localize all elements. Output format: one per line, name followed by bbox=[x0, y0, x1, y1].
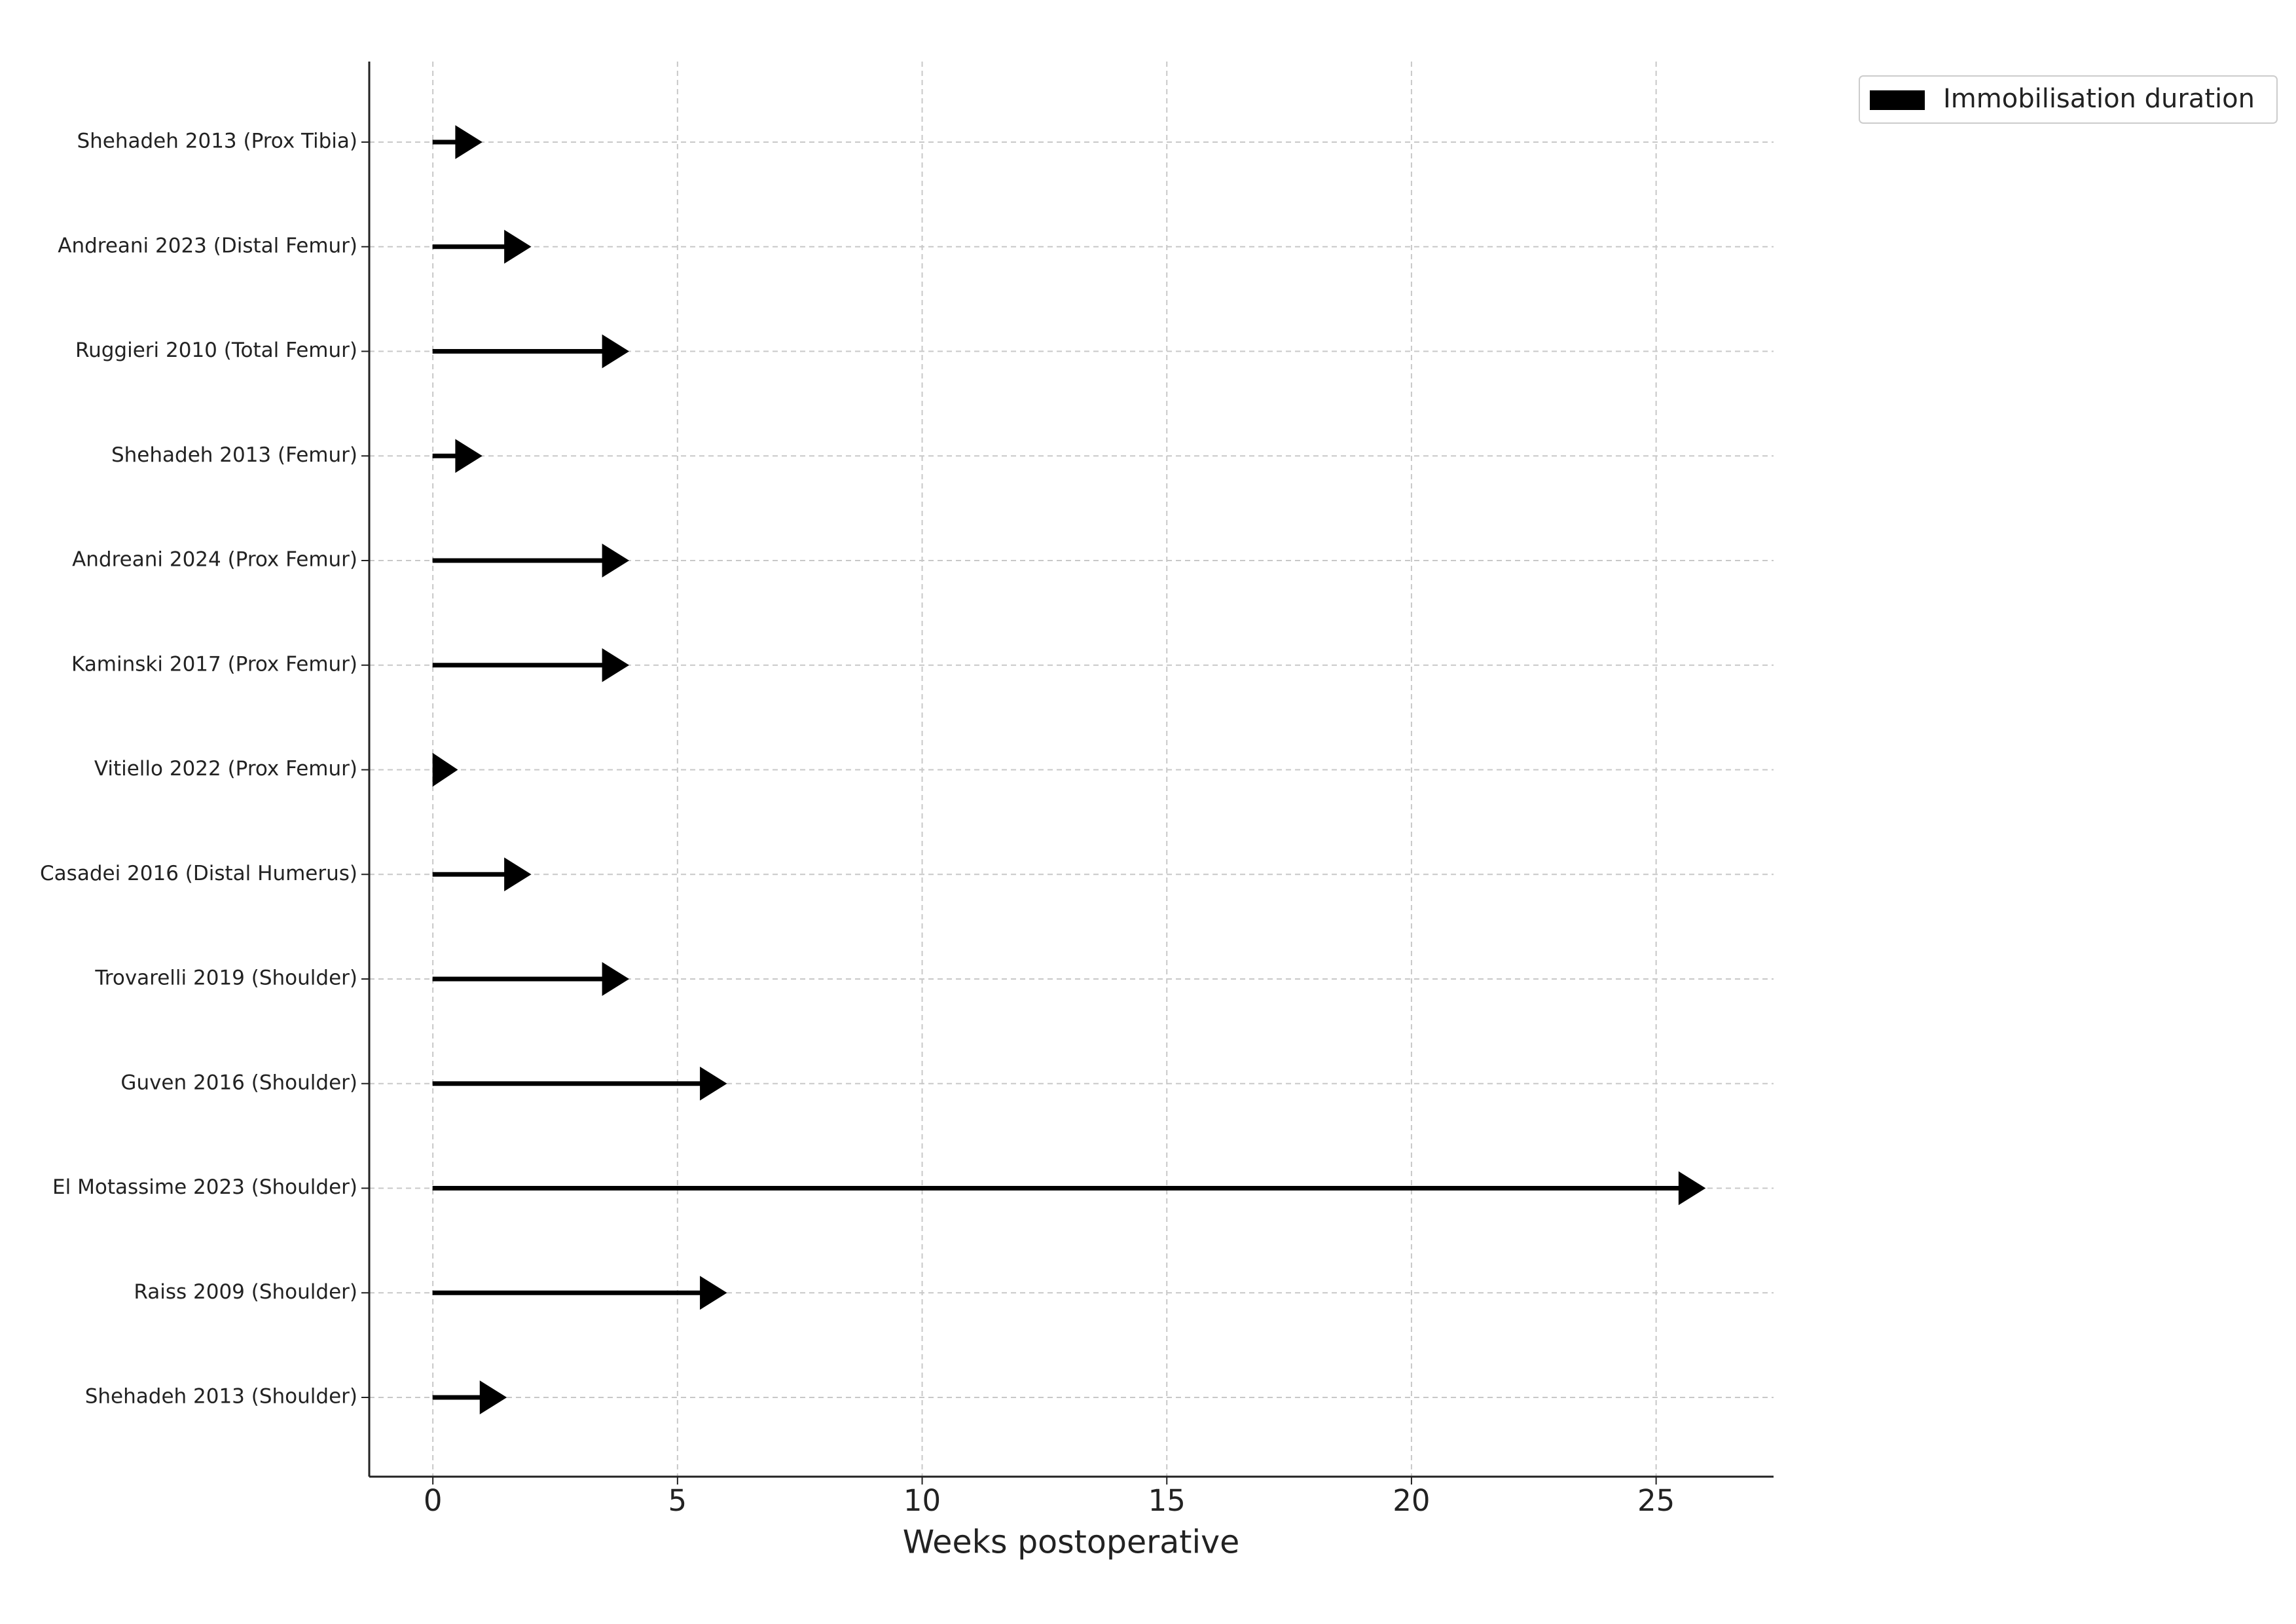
x-tick-label: 0 bbox=[424, 1483, 443, 1518]
y-tick-label: Casadei 2016 (Distal Humerus) bbox=[40, 862, 357, 885]
y-tick-label: Shehadeh 2013 (Femur) bbox=[111, 443, 357, 467]
arrow bbox=[432, 544, 630, 578]
x-tick-label: 10 bbox=[903, 1483, 941, 1518]
arrow bbox=[432, 229, 532, 264]
arrow bbox=[432, 439, 483, 473]
x-axis-label: Weeks postoperative bbox=[903, 1524, 1240, 1561]
x-tick-label: 5 bbox=[668, 1483, 687, 1518]
x-tick-label: 25 bbox=[1637, 1483, 1675, 1518]
y-tick-label: El Motassime 2023 (Shoulder) bbox=[52, 1175, 357, 1199]
y-tick-label: Trovarelli 2019 (Shoulder) bbox=[94, 967, 357, 990]
y-tick-label: Ruggieri 2010 (Total Femur) bbox=[75, 339, 357, 362]
arrow bbox=[432, 125, 483, 159]
y-tick-label: Kaminski 2017 (Prox Femur) bbox=[71, 652, 357, 676]
legend-swatch bbox=[1870, 90, 1925, 110]
y-tick-label: Raiss 2009 (Shoulder) bbox=[134, 1280, 357, 1304]
arrow bbox=[432, 752, 458, 787]
arrow bbox=[432, 857, 532, 892]
arrow bbox=[432, 962, 630, 996]
x-tick-label: 20 bbox=[1393, 1483, 1430, 1518]
arrow bbox=[432, 648, 630, 682]
y-tick-label: Guven 2016 (Shoulder) bbox=[120, 1071, 357, 1094]
arrow bbox=[432, 1171, 1706, 1206]
y-tick-label: Vitiello 2022 (Prox Femur) bbox=[94, 757, 357, 781]
x-tick-label: 15 bbox=[1148, 1483, 1186, 1518]
y-tick-label: Shehadeh 2013 (Shoulder) bbox=[85, 1385, 357, 1409]
y-tick-label: Andreani 2024 (Prox Femur) bbox=[72, 548, 357, 572]
arrow bbox=[432, 1276, 727, 1310]
arrow bbox=[432, 1380, 507, 1414]
legend-box bbox=[1859, 75, 2278, 124]
y-tick-label: Shehadeh 2013 (Prox Tibia) bbox=[77, 130, 357, 153]
y-tick-label: Andreani 2023 (Distal Femur) bbox=[58, 234, 357, 257]
legend-label: Immobilisation duration bbox=[1943, 84, 2255, 114]
arrow bbox=[432, 334, 630, 369]
arrow bbox=[432, 1066, 727, 1101]
